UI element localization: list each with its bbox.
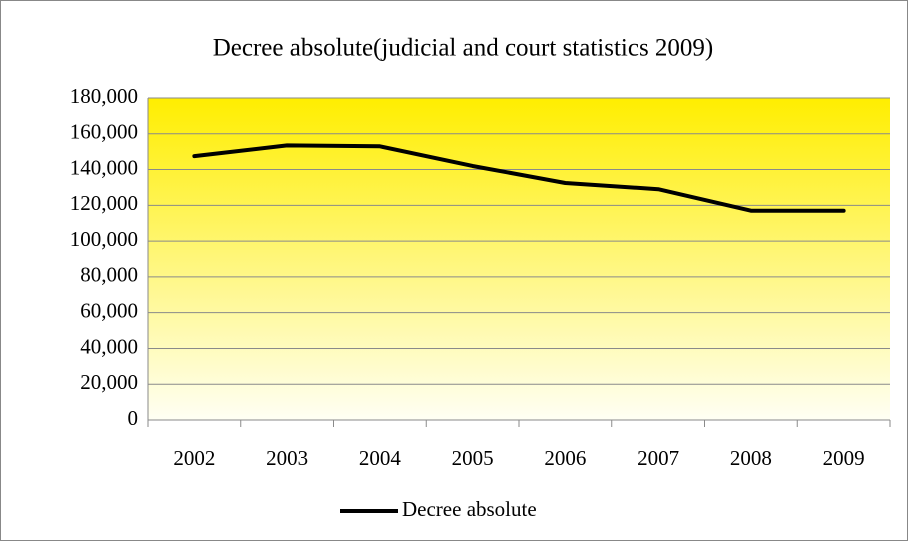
y-tick-label: 40,000 [80,334,138,358]
x-tick-label: 2006 [544,446,586,470]
y-tick-label: 60,000 [80,298,138,322]
y-tick-label: 0 [128,406,139,430]
y-tick-label: 20,000 [80,370,138,394]
y-tick-label: 120,000 [70,191,138,215]
x-tick-label: 2007 [637,446,679,470]
x-tick-label: 2005 [452,446,494,470]
y-tick-label: 180,000 [70,84,138,108]
x-tick-label: 2004 [359,446,402,470]
y-tick-label: 80,000 [80,263,138,287]
y-tick-label: 160,000 [70,120,138,144]
chart-title: Decree absolute(judicial and court stati… [213,35,714,62]
y-tick-label: 100,000 [70,227,138,251]
y-tick-label: 140,000 [70,155,138,179]
data-line [192,143,846,213]
plot-area [148,98,890,420]
x-tick-label: 2008 [730,446,772,470]
x-tick-label: 2003 [266,446,308,470]
x-tick-label: 2002 [173,446,215,470]
legend-label: Decree absolute [402,497,537,521]
x-tick-label: 2009 [823,446,865,470]
